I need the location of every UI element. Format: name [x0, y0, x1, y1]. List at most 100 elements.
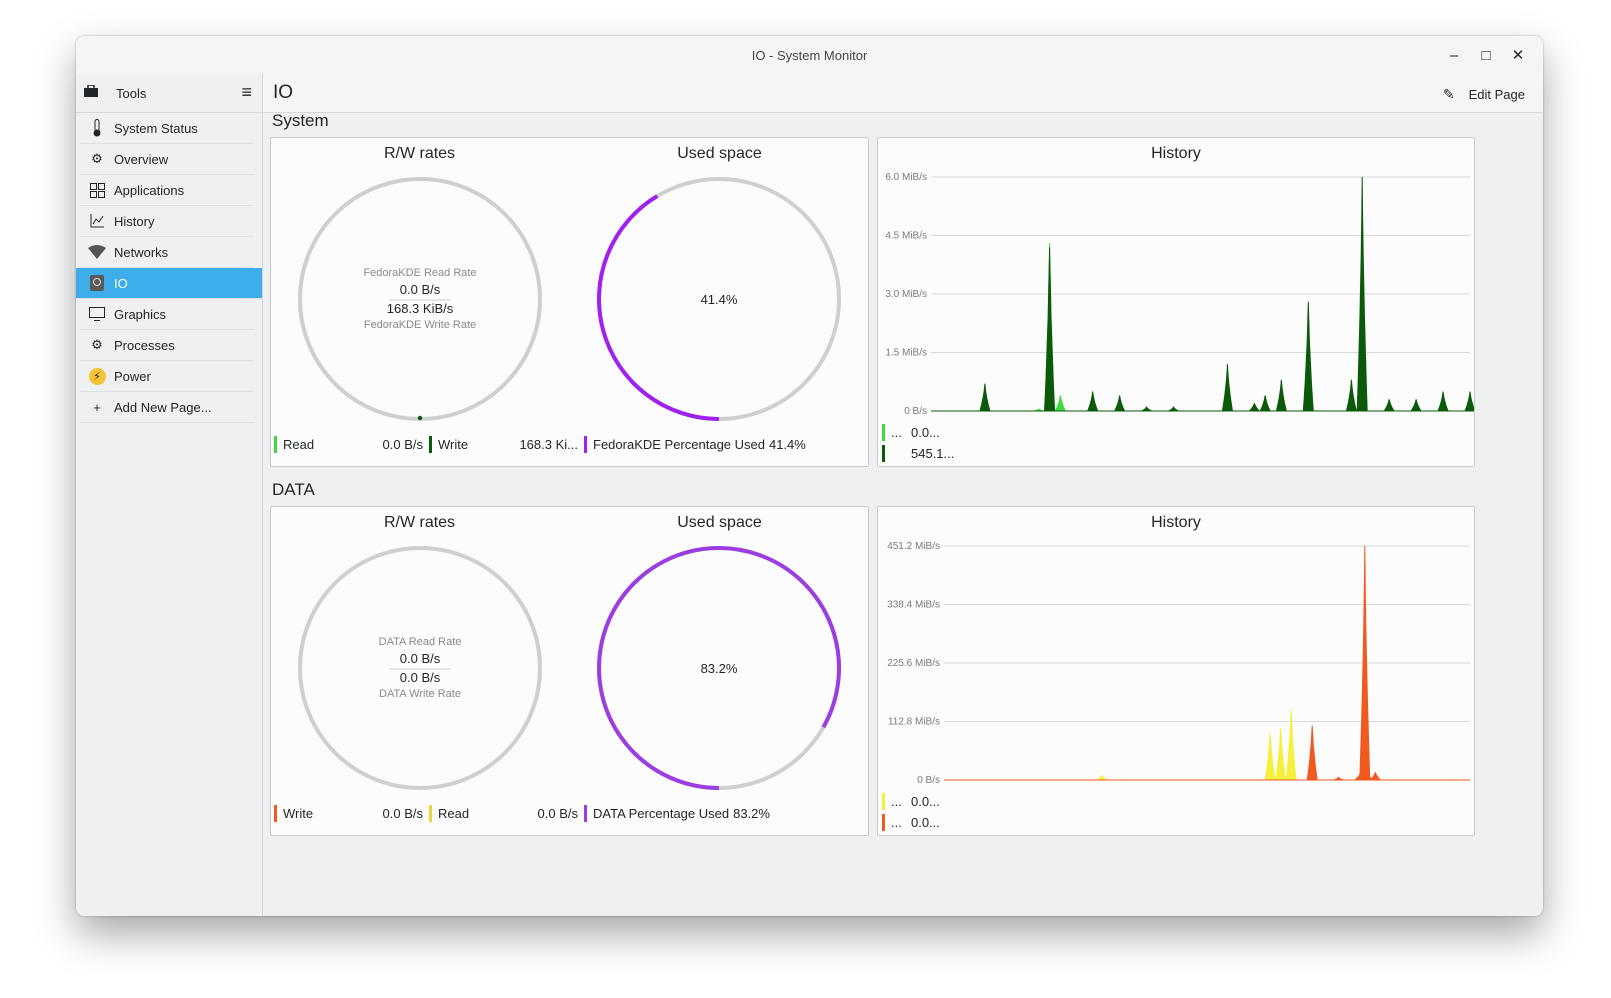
read-rate-value: 0.0 B/s — [400, 282, 441, 297]
sidebar-item-label: Graphics — [114, 306, 167, 322]
sidebar-header-label: Tools — [116, 86, 147, 101]
rw-gauge-track — [298, 177, 542, 421]
page-title: IO — [273, 82, 294, 103]
used-gauge-arc — [597, 194, 720, 421]
sidebar-item-label: Power — [114, 368, 151, 384]
overview-icon: ⚙ — [91, 151, 103, 166]
sidebar-item-processes[interactable]: ⚙ Processes — [80, 330, 254, 361]
gears-icon: ⚙ — [91, 337, 103, 352]
sidebar-item-label: Overview — [114, 151, 169, 167]
legend-value: 41.4% — [768, 436, 806, 452]
hamburger-menu-icon[interactable]: ≡ — [241, 82, 252, 102]
rw-legend: Write 0.0 B/s Read 0.0 B/s DATA Percentage U… — [274, 803, 864, 823]
legend-swatch — [429, 435, 432, 453]
power-bolt-icon: ⚡ — [88, 367, 106, 385]
y-tick-label: 0 B/s — [904, 406, 927, 417]
legend-swatch — [882, 424, 885, 441]
legend-value: 0.0 B/s — [537, 805, 578, 821]
used-space-gauge: 41.4% — [597, 177, 841, 421]
write-rate-value: 168.3 KiB/s — [387, 301, 454, 316]
edit-page-label: Edit Page — [1468, 87, 1525, 102]
sidebar-item-add-new-page[interactable]: + Add New Page... — [80, 392, 254, 423]
y-tick-label: 4.5 MiB/s — [885, 231, 927, 242]
history-series-0 — [931, 243, 1470, 412]
legend-item-used: DATA Percentage Used 83.2% — [584, 804, 770, 822]
sidebar-item-label: System Status — [114, 120, 198, 136]
used-gauge-arc — [597, 546, 841, 790]
sidebar: Tools ≡ System Status ⚙ Overview Applicatio… — [76, 74, 263, 916]
legend-item-read: Read 0.0 B/s — [429, 804, 584, 822]
used-percent-label: 83.2% — [701, 661, 738, 676]
disk-icon — [88, 274, 106, 292]
history-chart: 0 B/s 1.5 MiB/s 3.0 MiB/s 4.5 MiB/s 6.0 MiB/… — [885, 172, 1474, 417]
y-tick-label: 225.6 MiB/s — [887, 658, 940, 669]
sidebar-item-networks[interactable]: Networks — [80, 237, 254, 268]
edit-page-button[interactable]: ✎ Edit Page — [1443, 86, 1525, 103]
minimize-icon[interactable]: – — [1449, 46, 1459, 64]
y-tick-label: 338.4 MiB/s — [887, 600, 940, 611]
y-tick-label: 3.0 MiB/s — [885, 289, 927, 300]
history-card: History 0 B/s 112.8 MiB/s 225.6 MiB/s 338.4 … — [877, 506, 1475, 836]
sidebar-item-power[interactable]: ⚡ Power — [80, 361, 254, 392]
history-legend-item: 545.1... — [882, 445, 954, 462]
history-card: History 0 B/s 1.5 MiB/s 3.0 MiB/s 4.5 MiB/s 6… — [877, 137, 1475, 467]
rw-title: R/W rates — [383, 514, 456, 531]
legend-value: 0.0... — [911, 425, 940, 440]
rw-used-card: R/W rates Used space DATA Read Rate 0.0 B/s… — [270, 506, 869, 836]
legend-item-write: Write 168.3 Ki... — [429, 435, 584, 453]
legend-swatch — [274, 804, 277, 822]
write-rate-label: FedoraKDE Write Rate — [364, 319, 476, 331]
legend-name: Write — [438, 436, 469, 452]
rw-legend: Read 0.0 B/s Write 168.3 Ki... FedoraKDE Per… — [274, 434, 864, 454]
legend-value: 0.0 B/s — [382, 436, 423, 452]
sidebar-item-applications[interactable]: Applications — [80, 175, 254, 206]
sidebar-item-io[interactable]: IO — [76, 268, 262, 299]
legend-name: FedoraKDE Percentage Used — [593, 436, 765, 452]
write-rate-marker — [417, 415, 423, 421]
legend-name: DATA Percentage Used — [593, 805, 730, 821]
legend-swatch — [584, 435, 587, 453]
rw-title: R/W rates — [383, 145, 456, 162]
network-wifi-icon — [88, 243, 106, 261]
sidebar-item-history[interactable]: History — [80, 206, 254, 237]
title-bar[interactable]: IO - System Monitor – □ ✕ — [76, 36, 1543, 74]
y-tick-label: 112.8 MiB/s — [888, 717, 940, 728]
legend-swatch — [584, 804, 587, 822]
plus-icon: + — [93, 399, 101, 415]
pencil-icon: ✎ — [1442, 86, 1455, 102]
history-chart: 0 B/s 112.8 MiB/s 225.6 MiB/s 338.4 MiB/s 45… — [887, 541, 1470, 786]
y-tick-label: 451.2 MiB/s — [887, 541, 940, 552]
sidebar-item-label: Add New Page... — [114, 399, 212, 415]
history-legend-item: ... 0.0... — [882, 793, 940, 810]
history-title: History — [1151, 145, 1201, 162]
write-rate-label: DATA Write Rate — [379, 688, 461, 700]
sidebar-item-graphics[interactable]: Graphics — [80, 299, 254, 330]
used-title: Used space — [677, 514, 762, 531]
window-title: IO - System Monitor — [751, 48, 868, 63]
legend-swatch — [882, 445, 885, 462]
history-chart-icon — [88, 212, 106, 230]
history-legend-item: ... 0.0... — [882, 814, 940, 831]
toolbox-icon — [84, 85, 98, 97]
read-rate-value: 0.0 B/s — [400, 651, 441, 666]
applications-grid-icon — [88, 181, 106, 199]
history-title: History — [1151, 514, 1201, 531]
sidebar-item-system-status[interactable]: System Status — [80, 113, 254, 144]
legend-item-write: Write 0.0 B/s — [274, 804, 429, 822]
legend-name: Read — [283, 436, 315, 452]
thermometer-icon — [88, 119, 106, 137]
legend-swatch — [429, 804, 432, 822]
legend-value: 0.0... — [911, 794, 940, 809]
rw-rate-gauge: DATA Read Rate 0.0 B/s 0.0 B/s DATA Write R… — [298, 546, 542, 790]
monitor-icon — [88, 305, 106, 323]
rw-used-card: R/W rates Used space FedoraKDE Read Rate 0.… — [270, 137, 869, 467]
sidebar-item-overview[interactable]: ⚙ Overview — [80, 144, 254, 175]
main-content: IO ✎ Edit Page System R/W rates Used space F… — [263, 74, 1543, 916]
legend-swatch — [882, 793, 885, 810]
y-tick-label: 0 B/s — [917, 775, 940, 786]
sidebar-list: System Status ⚙ Overview Applications Histor… — [76, 113, 262, 423]
used-percent-label: 41.4% — [701, 292, 738, 307]
maximize-icon[interactable]: □ — [1481, 46, 1491, 64]
close-icon[interactable]: ✕ — [1511, 47, 1525, 64]
legend-name: ... — [891, 425, 902, 440]
